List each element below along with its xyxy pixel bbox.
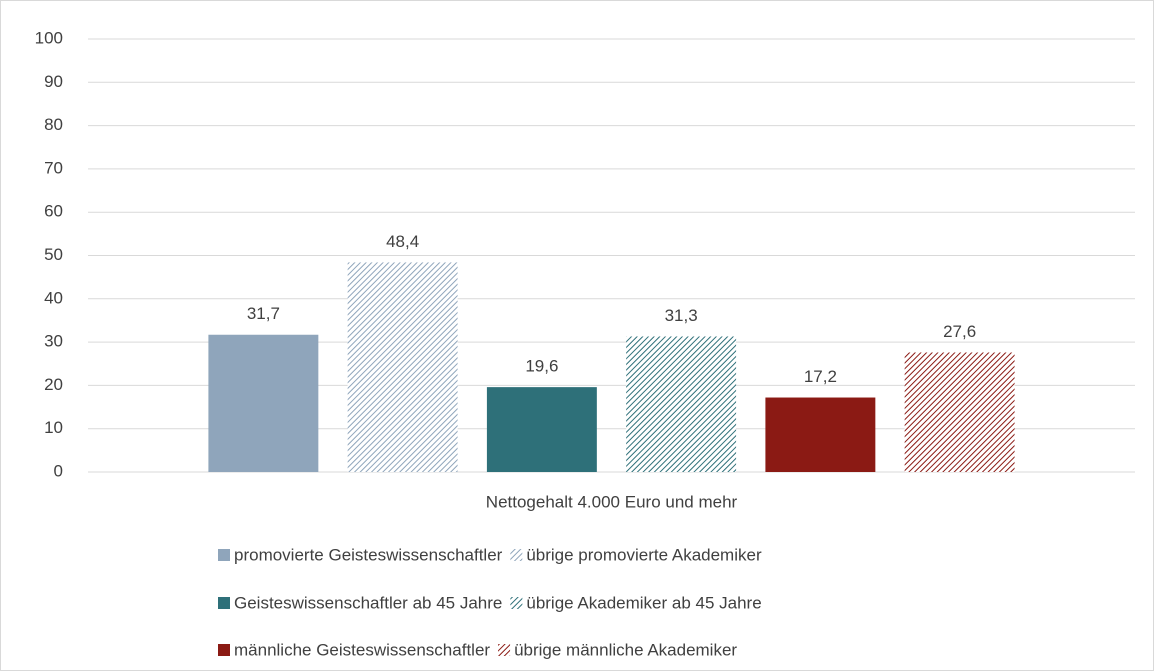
legend-swatch <box>498 644 511 656</box>
bar <box>626 336 737 472</box>
legend-item: männliche Geisteswissenschaftler <box>218 640 490 659</box>
data-label: 31,7 <box>247 304 280 323</box>
y-tick-label: 30 <box>44 332 63 351</box>
legend-label: Geisteswissenschaftler ab 45 Jahre <box>234 593 502 612</box>
x-tick-label: Nettogehalt 4.000 Euro und mehr <box>486 492 738 511</box>
legend-item: Geisteswissenschaftler ab 45 Jahre <box>218 593 502 612</box>
y-tick-label: 90 <box>44 72 63 91</box>
legend-label: männliche Geisteswissenschaftler <box>234 640 490 659</box>
bar <box>765 397 876 472</box>
bar <box>347 262 458 472</box>
y-tick-label: 0 <box>54 461 63 480</box>
legend-label: promovierte Geisteswissenschaftler <box>234 545 503 564</box>
y-tick-label: 10 <box>44 418 63 437</box>
data-label: 27,6 <box>943 322 976 341</box>
y-tick-label: 80 <box>44 115 63 134</box>
bar <box>904 352 1015 472</box>
legend-item: übrige Akademiker ab 45 Jahre <box>510 593 762 612</box>
legend-item: übrige promovierte Akademiker <box>510 545 762 564</box>
y-tick-label: 100 <box>35 28 63 47</box>
y-tick-label: 20 <box>44 375 63 394</box>
data-label: 17,2 <box>804 367 837 386</box>
legend-swatch <box>510 597 523 609</box>
legend-item: übrige männliche Akademiker <box>498 640 737 659</box>
y-tick-label: 60 <box>44 202 63 221</box>
legend-swatch <box>510 549 523 561</box>
data-label: 19,6 <box>525 357 558 376</box>
y-tick-label: 40 <box>44 288 63 307</box>
y-tick-label: 50 <box>44 245 63 264</box>
legend-label: übrige männliche Akademiker <box>514 640 737 659</box>
legend-swatch <box>218 549 230 561</box>
legend-label: übrige promovierte Akademiker <box>526 545 762 564</box>
data-label: 31,3 <box>665 306 698 325</box>
data-label: 48,4 <box>386 232 419 251</box>
bar <box>208 334 319 472</box>
legend-item: promovierte Geisteswissenschaftler <box>218 545 503 564</box>
legend-swatch <box>218 644 230 656</box>
y-tick-label: 70 <box>44 158 63 177</box>
legend-swatch <box>218 597 230 609</box>
bar <box>486 387 597 472</box>
legend-label: übrige Akademiker ab 45 Jahre <box>526 593 761 612</box>
